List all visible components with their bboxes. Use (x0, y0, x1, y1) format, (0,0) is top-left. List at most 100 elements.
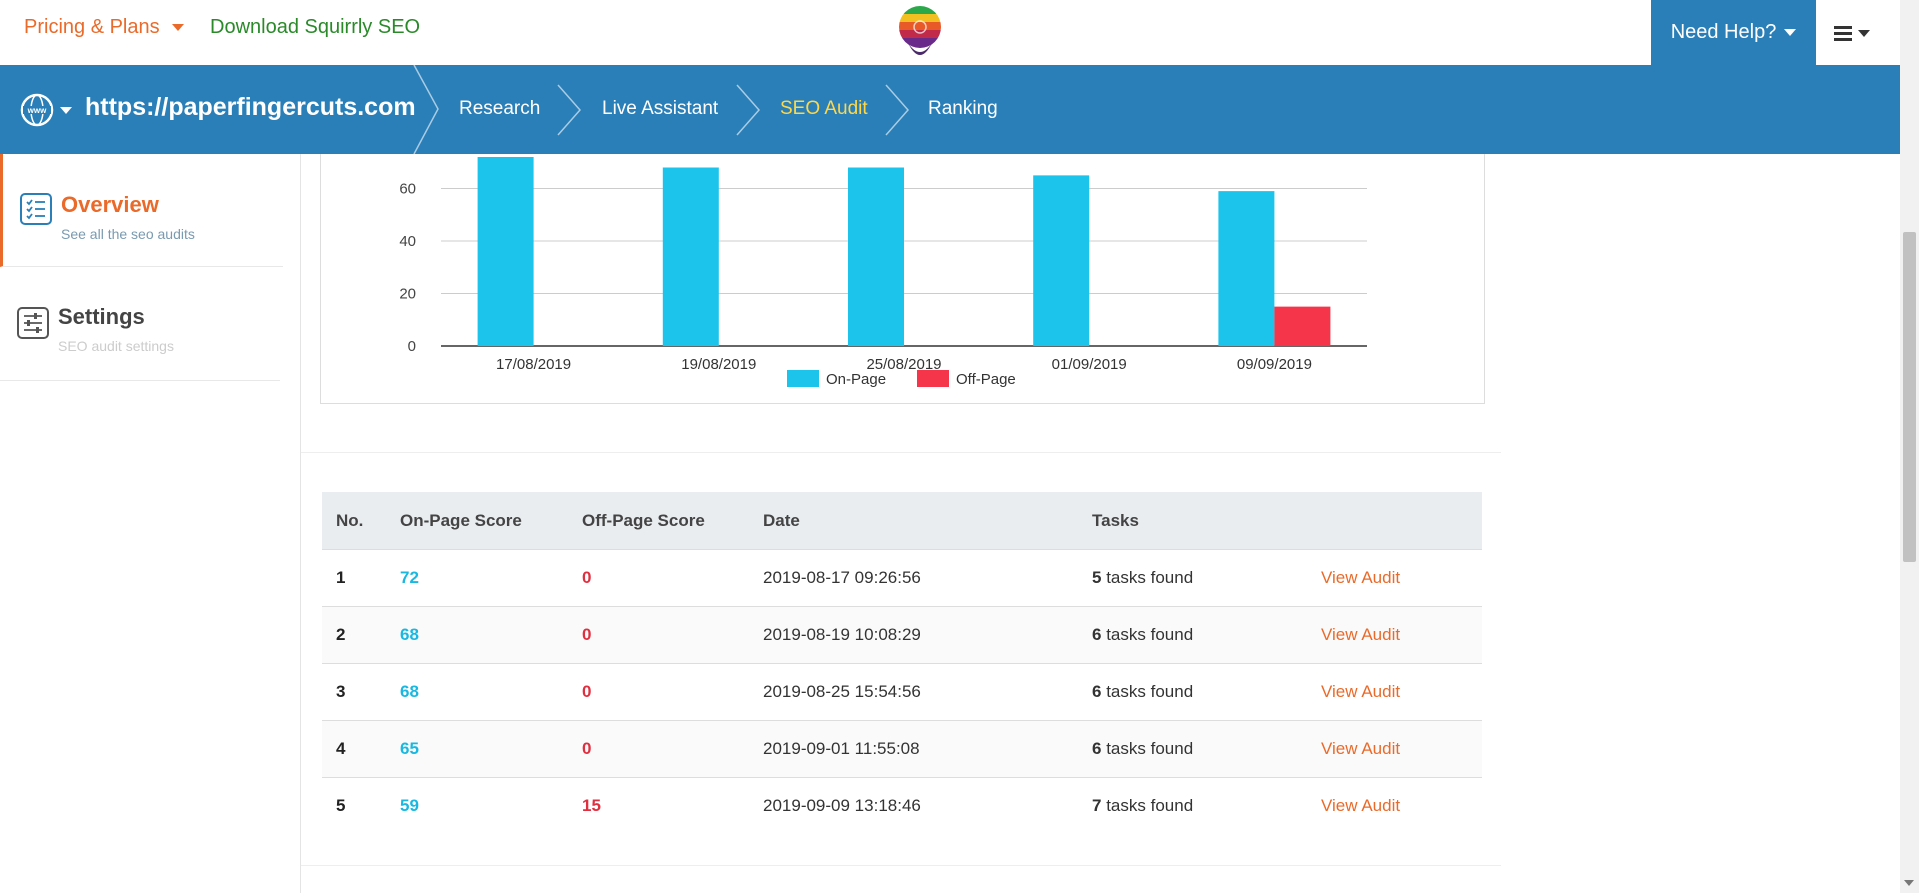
view-audit-link[interactable]: View Audit (1321, 568, 1401, 587)
onpage-score: 72 (386, 549, 568, 607)
x-tick-label: 09/09/2019 (1237, 356, 1312, 373)
legend-label: Off-Page (956, 371, 1016, 388)
need-help-button[interactable]: Need Help? (1651, 0, 1816, 65)
tasks-cell: 5 tasks found (1078, 549, 1307, 607)
offpage-score: 0 (568, 663, 749, 721)
table-row: 2 68 0 2019-08-19 10:08:29 6 tasks found… (322, 606, 1482, 664)
view-audit-link[interactable]: View Audit (1321, 682, 1401, 701)
tasks-count: 6 (1092, 625, 1102, 644)
header-no: No. (322, 492, 386, 550)
legend-label: On-Page (826, 371, 886, 388)
crumb-live-assistant[interactable]: Live Assistant (602, 98, 719, 119)
tasks-text: tasks found (1106, 568, 1194, 587)
header-actions (1307, 492, 1482, 550)
checklist-icon (20, 193, 52, 225)
audit-date: 2019-08-25 15:54:56 (749, 663, 1078, 721)
row-number: 2 (322, 606, 386, 664)
table-row: 4 65 0 2019-09-01 11:55:08 6 tasks found… (322, 720, 1482, 778)
row-number: 5 (322, 777, 386, 834)
view-audit-link[interactable]: View Audit (1321, 739, 1401, 758)
table-row: 1 72 0 2019-08-17 09:26:56 5 tasks found… (322, 549, 1482, 607)
offpage-score: 0 (568, 720, 749, 778)
chevron-down-icon (1858, 29, 1870, 37)
view-audit-link[interactable]: View Audit (1321, 796, 1401, 815)
breadcrumb-nav: www https://paperfingercuts.com Research… (0, 65, 1900, 154)
actions-cell: View Audit (1307, 777, 1482, 834)
y-tick-label: 40 (399, 233, 416, 250)
hamburger-menu-button[interactable] (1834, 18, 1878, 48)
legend-swatch (787, 370, 819, 387)
section-divider (301, 865, 1501, 866)
sidebar-item-settings[interactable]: Settings SEO audit settings (0, 268, 280, 381)
onpage-score: 65 (386, 720, 568, 778)
chevron-down-icon (171, 24, 184, 31)
offpage-score: 0 (568, 549, 749, 607)
y-tick-label: 60 (399, 181, 416, 198)
onpage-score: 59 (386, 777, 568, 834)
chart-bar-on-page (477, 157, 534, 346)
sidebar-item-overview-title: Overview (61, 192, 159, 217)
legend-swatch (917, 370, 949, 387)
chart-bar-on-page (662, 167, 719, 346)
download-squirrly-link[interactable]: Download Squirrly SEO (210, 16, 421, 38)
scrollbar-thumb[interactable] (1903, 232, 1916, 562)
tasks-text: tasks found (1106, 682, 1194, 701)
breadcrumb-separator-icon (413, 65, 439, 154)
table-row: 3 68 0 2019-08-25 15:54:56 6 tasks found… (322, 663, 1482, 721)
chevron-down-icon (1784, 29, 1797, 36)
x-tick-label: 17/08/2019 (496, 356, 571, 373)
table-header-row: No. On-Page Score Off-Page Score Date Ta… (322, 492, 1482, 550)
onpage-score: 68 (386, 606, 568, 664)
tasks-text: tasks found (1106, 625, 1194, 644)
y-tick-label: 20 (399, 286, 416, 303)
squirrly-logo-icon (899, 6, 941, 55)
tasks-cell: 6 tasks found (1078, 606, 1307, 664)
crumb-ranking[interactable]: Ranking (928, 98, 998, 119)
audit-date: 2019-08-19 10:08:29 (749, 606, 1078, 664)
crumb-seo-audit[interactable]: SEO Audit (780, 98, 868, 119)
pricing-plans-label: Pricing & Plans (24, 16, 160, 38)
tasks-text: tasks found (1106, 739, 1194, 758)
pricing-plans-menu[interactable]: Pricing & Plans (24, 16, 184, 39)
settings-sliders-icon (17, 307, 49, 339)
crumb-research[interactable]: Research (459, 98, 541, 119)
row-number: 1 (322, 549, 386, 607)
scroll-down-arrow-icon[interactable] (1904, 880, 1914, 886)
tasks-cell: 6 tasks found (1078, 720, 1307, 778)
sidebar-item-overview[interactable]: Overview See all the seo audits (0, 154, 283, 267)
header-offpage-score: Off-Page Score (568, 492, 749, 550)
globe-www-icon[interactable]: www (20, 93, 54, 127)
chevron-right-icon (736, 84, 760, 136)
seo-audit-bar-chart: 0 20 40 60 17/08/2019 19/08/2019 25/08/2019 01/… (399, 157, 1367, 388)
chart-bar-off-page (1274, 306, 1331, 346)
table-row: 5 59 15 2019-09-09 13:18:46 7 tasks foun… (322, 777, 1482, 834)
actions-cell: View Audit (1307, 606, 1482, 664)
sidebar: Overview See all the seo audits Settings… (0, 154, 301, 893)
tasks-count: 5 (1092, 568, 1102, 587)
audit-chart-panel: 0 20 40 60 17/08/2019 19/08/2019 25/08/2019 01/… (320, 154, 1485, 404)
y-tick-label: 0 (408, 338, 416, 355)
section-divider (301, 452, 1501, 453)
view-audit-link[interactable]: View Audit (1321, 625, 1401, 644)
header-date: Date (749, 492, 1078, 550)
x-tick-label: 19/08/2019 (681, 356, 756, 373)
tasks-text: tasks found (1106, 796, 1194, 815)
chevron-right-icon (557, 84, 581, 136)
tasks-count: 7 (1092, 796, 1102, 815)
chevron-down-icon[interactable] (60, 107, 72, 114)
site-url: https://paperfingercuts.com (85, 93, 416, 121)
tasks-count: 6 (1092, 739, 1102, 758)
chevron-right-icon (885, 84, 909, 136)
audit-date: 2019-08-17 09:26:56 (749, 549, 1078, 607)
audit-date: 2019-09-09 13:18:46 (749, 777, 1078, 834)
x-tick-label: 25/08/2019 (866, 356, 941, 373)
chart-bar-on-page (1218, 191, 1275, 346)
offpage-score: 15 (568, 777, 749, 834)
sidebar-item-settings-title: Settings (58, 304, 145, 329)
sidebar-item-settings-subtitle: SEO audit settings (58, 338, 174, 354)
actions-cell: View Audit (1307, 663, 1482, 721)
chart-bar-on-page (848, 167, 904, 346)
row-number: 3 (322, 663, 386, 721)
header-onpage-score: On-Page Score (386, 492, 568, 550)
need-help-label: Need Help? (1670, 21, 1777, 43)
